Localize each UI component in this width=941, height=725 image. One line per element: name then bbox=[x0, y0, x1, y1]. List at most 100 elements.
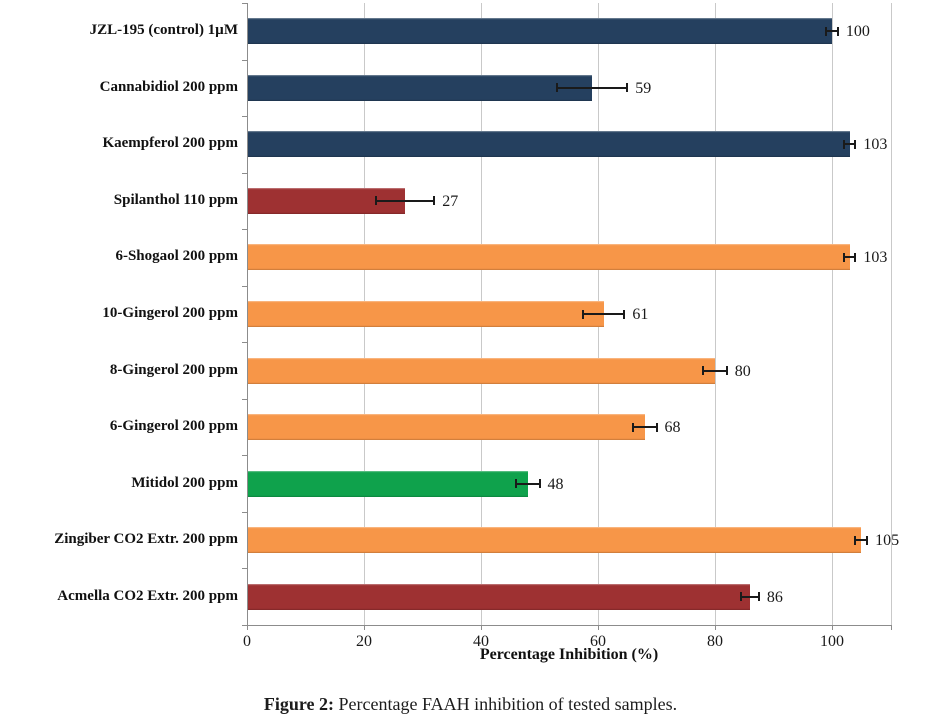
x-tick-80 bbox=[715, 625, 716, 630]
category-label-6-shogaol-200-ppm: 6-Shogaol 200 ppm bbox=[115, 248, 238, 265]
bar-mitidol-200-ppm bbox=[248, 470, 528, 497]
gridline-100 bbox=[832, 3, 833, 625]
y-tick-7 bbox=[242, 398, 247, 400]
error-bar-line-acmella-co2-extr-200-ppm bbox=[741, 595, 759, 598]
value-label-6-gingerol-200-ppm: 68 bbox=[664, 419, 681, 437]
x-tick-0 bbox=[247, 625, 248, 630]
error-bar-cap-left-kaempferol-200-ppm bbox=[842, 139, 845, 149]
error-bar-cap-left-6-gingerol-200-ppm bbox=[632, 422, 635, 432]
x-tick-40 bbox=[481, 625, 482, 630]
error-bar-cap-left-acmella-co2-extr-200-ppm bbox=[740, 592, 743, 602]
error-bar-cap-right-cannabidiol-200-ppm bbox=[626, 83, 629, 93]
bar-8-gingerol-200-ppm bbox=[248, 357, 715, 384]
x-tick-20 bbox=[364, 625, 365, 630]
error-bar-cap-left-zingiber-co2-extr-200-ppm bbox=[854, 535, 857, 545]
category-label-jzl-195-control-1-m: JZL-195 (control) 1µM bbox=[89, 22, 238, 39]
x-axis-line bbox=[243, 625, 891, 626]
error-bar-cap-left-8-gingerol-200-ppm bbox=[702, 366, 705, 376]
bar-6-shogaol-200-ppm bbox=[248, 244, 850, 271]
value-label-cannabidiol-200-ppm: 59 bbox=[635, 79, 652, 97]
category-label-cannabidiol-200-ppm: Cannabidiol 200 ppm bbox=[99, 78, 238, 95]
figure-caption-text: Percentage FAAH inhibition of tested sam… bbox=[334, 694, 678, 714]
x-tick-label-80: 80 bbox=[707, 633, 723, 650]
error-bar-cap-right-kaempferol-200-ppm bbox=[854, 139, 857, 149]
error-bar-cap-left-cannabidiol-200-ppm bbox=[556, 83, 559, 93]
category-label-6-gingerol-200-ppm: 6-Gingerol 200 ppm bbox=[109, 418, 238, 435]
value-label-zingiber-co2-extr-200-ppm: 105 bbox=[875, 532, 900, 550]
error-bar-line-jzl-195-control-1-m bbox=[826, 30, 838, 33]
x-tick-label-0: 0 bbox=[243, 633, 251, 650]
error-bar-cap-right-zingiber-co2-extr-200-ppm bbox=[866, 535, 869, 545]
category-label-kaempferol-200-ppm: Kaempferol 200 ppm bbox=[102, 135, 238, 152]
figure-caption-prefix: Figure 2: bbox=[263, 694, 335, 714]
x-tick-label-40: 40 bbox=[473, 633, 489, 650]
error-bar-line-6-shogaol-200-ppm bbox=[843, 256, 856, 259]
value-label-8-gingerol-200-ppm: 80 bbox=[734, 362, 751, 380]
figure-caption: Figure 2: Percentage FAAH inhibition of … bbox=[0, 694, 941, 715]
x-tick-label-100: 100 bbox=[820, 633, 844, 650]
error-bar-cap-right-8-gingerol-200-ppm bbox=[725, 366, 728, 376]
bar-6-gingerol-200-ppm bbox=[248, 414, 645, 441]
y-tick-4 bbox=[242, 229, 247, 231]
error-bar-cap-left-jzl-195-control-1-m bbox=[825, 26, 828, 36]
value-label-spilanthol-110-ppm: 27 bbox=[442, 192, 459, 210]
bar-10-gingerol-200-ppm bbox=[248, 301, 604, 327]
error-bar-cap-left-10-gingerol-200-ppm bbox=[582, 309, 585, 319]
bar-jzl-195-control-1-m bbox=[248, 18, 832, 45]
value-label-acmella-co2-extr-200-ppm: 86 bbox=[766, 588, 783, 606]
error-bar-cap-right-mitidol-200-ppm bbox=[538, 479, 541, 489]
error-bar-cap-right-6-shogaol-200-ppm bbox=[854, 252, 857, 262]
category-label-acmella-co2-extr-200-ppm: Acmella CO2 Extr. 200 ppm bbox=[57, 587, 238, 604]
error-bar-cap-left-6-shogaol-200-ppm bbox=[842, 252, 845, 262]
y-tick-2 bbox=[242, 116, 247, 118]
error-bar-line-kaempferol-200-ppm bbox=[843, 143, 856, 146]
x-tick-label-20: 20 bbox=[356, 633, 372, 650]
y-tick-1 bbox=[242, 59, 247, 61]
x-tick-label-60: 60 bbox=[590, 633, 606, 650]
gridline-80 bbox=[715, 3, 716, 625]
error-bar-line-mitidol-200-ppm bbox=[516, 482, 540, 485]
value-label-10-gingerol-200-ppm: 61 bbox=[632, 306, 649, 323]
value-label-6-shogaol-200-ppm: 103 bbox=[863, 249, 888, 267]
error-bar-cap-left-mitidol-200-ppm bbox=[515, 479, 518, 489]
error-bar-line-10-gingerol-200-ppm bbox=[583, 313, 625, 315]
y-tick-6 bbox=[242, 342, 247, 344]
y-axis-line bbox=[247, 3, 248, 625]
x-tick-60 bbox=[598, 625, 599, 630]
category-label-mitidol-200-ppm: Mitidol 200 ppm bbox=[131, 474, 238, 491]
y-tick-9 bbox=[242, 511, 247, 513]
error-bar-line-zingiber-co2-extr-200-ppm bbox=[855, 539, 868, 542]
bar-kaempferol-200-ppm bbox=[248, 131, 850, 158]
error-bar-cap-right-6-gingerol-200-ppm bbox=[655, 422, 658, 432]
value-label-mitidol-200-ppm: 48 bbox=[547, 475, 564, 493]
error-bar-cap-left-spilanthol-110-ppm bbox=[374, 196, 377, 206]
value-label-jzl-195-control-1-m: 100 bbox=[845, 23, 870, 41]
error-bar-cap-right-spilanthol-110-ppm bbox=[433, 196, 436, 206]
category-label-zingiber-co2-extr-200-ppm: Zingiber CO2 Extr. 200 ppm bbox=[54, 531, 238, 548]
error-bar-line-spilanthol-110-ppm bbox=[375, 199, 435, 202]
error-bar-line-cannabidiol-200-ppm bbox=[557, 86, 628, 89]
category-label-10-gingerol-200-ppm: 10-Gingerol 200 ppm bbox=[102, 305, 238, 321]
y-tick-0 bbox=[242, 3, 247, 4]
error-bar-line-6-gingerol-200-ppm bbox=[633, 426, 657, 429]
error-bar-cap-right-jzl-195-control-1-m bbox=[836, 26, 839, 36]
bar-acmella-co2-extr-200-ppm bbox=[248, 583, 751, 610]
bar-cannabidiol-200-ppm bbox=[248, 74, 593, 101]
value-label-kaempferol-200-ppm: 103 bbox=[863, 136, 888, 154]
x-tick-100 bbox=[832, 625, 833, 630]
x-tick-110 bbox=[890, 625, 892, 630]
category-label-8-gingerol-200-ppm: 8-Gingerol 200 ppm bbox=[109, 361, 238, 378]
y-tick-10 bbox=[242, 568, 247, 570]
bar-zingiber-co2-extr-200-ppm bbox=[248, 527, 862, 554]
error-bar-line-8-gingerol-200-ppm bbox=[703, 369, 727, 372]
y-tick-8 bbox=[242, 455, 247, 457]
gridline-110 bbox=[890, 3, 892, 625]
y-tick-3 bbox=[242, 172, 247, 174]
error-bar-cap-right-acmella-co2-extr-200-ppm bbox=[757, 592, 760, 602]
y-tick-5 bbox=[242, 285, 247, 287]
y-tick-11 bbox=[242, 625, 247, 626]
x-axis-title: Percentage Inhibition (%) bbox=[479, 646, 659, 663]
error-bar-cap-right-10-gingerol-200-ppm bbox=[623, 309, 626, 319]
category-label-spilanthol-110-ppm: Spilanthol 110 ppm bbox=[113, 191, 238, 208]
